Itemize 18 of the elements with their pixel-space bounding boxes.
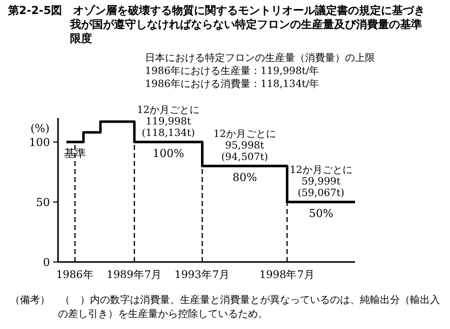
annotation: 12か月ごとに 119,998t (118,134t) xyxy=(136,105,200,139)
x-tick-label: 1986年 xyxy=(56,269,94,281)
y-tick-label: 50 xyxy=(36,196,50,209)
y-tick-label: 100 xyxy=(29,136,50,149)
chart-subtitle: 日本における特定フロンの生産量（消費量）の上限 1986年における生産量：119,998t/年 1986年における消費量：118,134t/年 xyxy=(145,52,375,91)
chart-title: 第2-2-5図 オゾン層を破壊する物質に関するモントリオール議定書の規定に基づき我が国が遵守しなければならない特定フロンの生産量及び消費量の基準限度 xyxy=(8,4,426,46)
annotation: 100% xyxy=(152,147,184,160)
annotation: 50% xyxy=(308,207,334,220)
text: （備考） （ ）内の数字は消費量。生産量と消費量とが異なっているのは、純輸出分（輸出入の差し引き）を生産量から控除しているため。 xyxy=(9,294,441,322)
x-tick-label: 1998年7月 xyxy=(259,269,315,281)
annotation: 80% xyxy=(232,171,257,184)
x-tick-label: 1989年7月 xyxy=(106,269,162,281)
y-axis-title: (%) xyxy=(30,122,50,135)
annotation: 12か月ごとに 95,998t (94,507t) xyxy=(213,129,276,163)
annotation: 12か月ごとに 59,999t (59,067t) xyxy=(290,165,352,199)
x-tick-label: 1993年7月 xyxy=(174,269,230,281)
y-tick-label: 0 xyxy=(43,256,50,269)
annotation: 基準 xyxy=(64,147,86,160)
